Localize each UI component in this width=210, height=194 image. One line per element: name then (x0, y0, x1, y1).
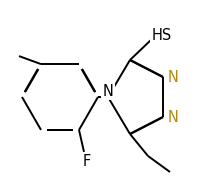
Text: HS: HS (152, 28, 172, 42)
Text: F: F (83, 154, 91, 169)
Text: N: N (168, 69, 178, 85)
Text: N: N (168, 109, 178, 125)
Text: N: N (102, 83, 113, 99)
